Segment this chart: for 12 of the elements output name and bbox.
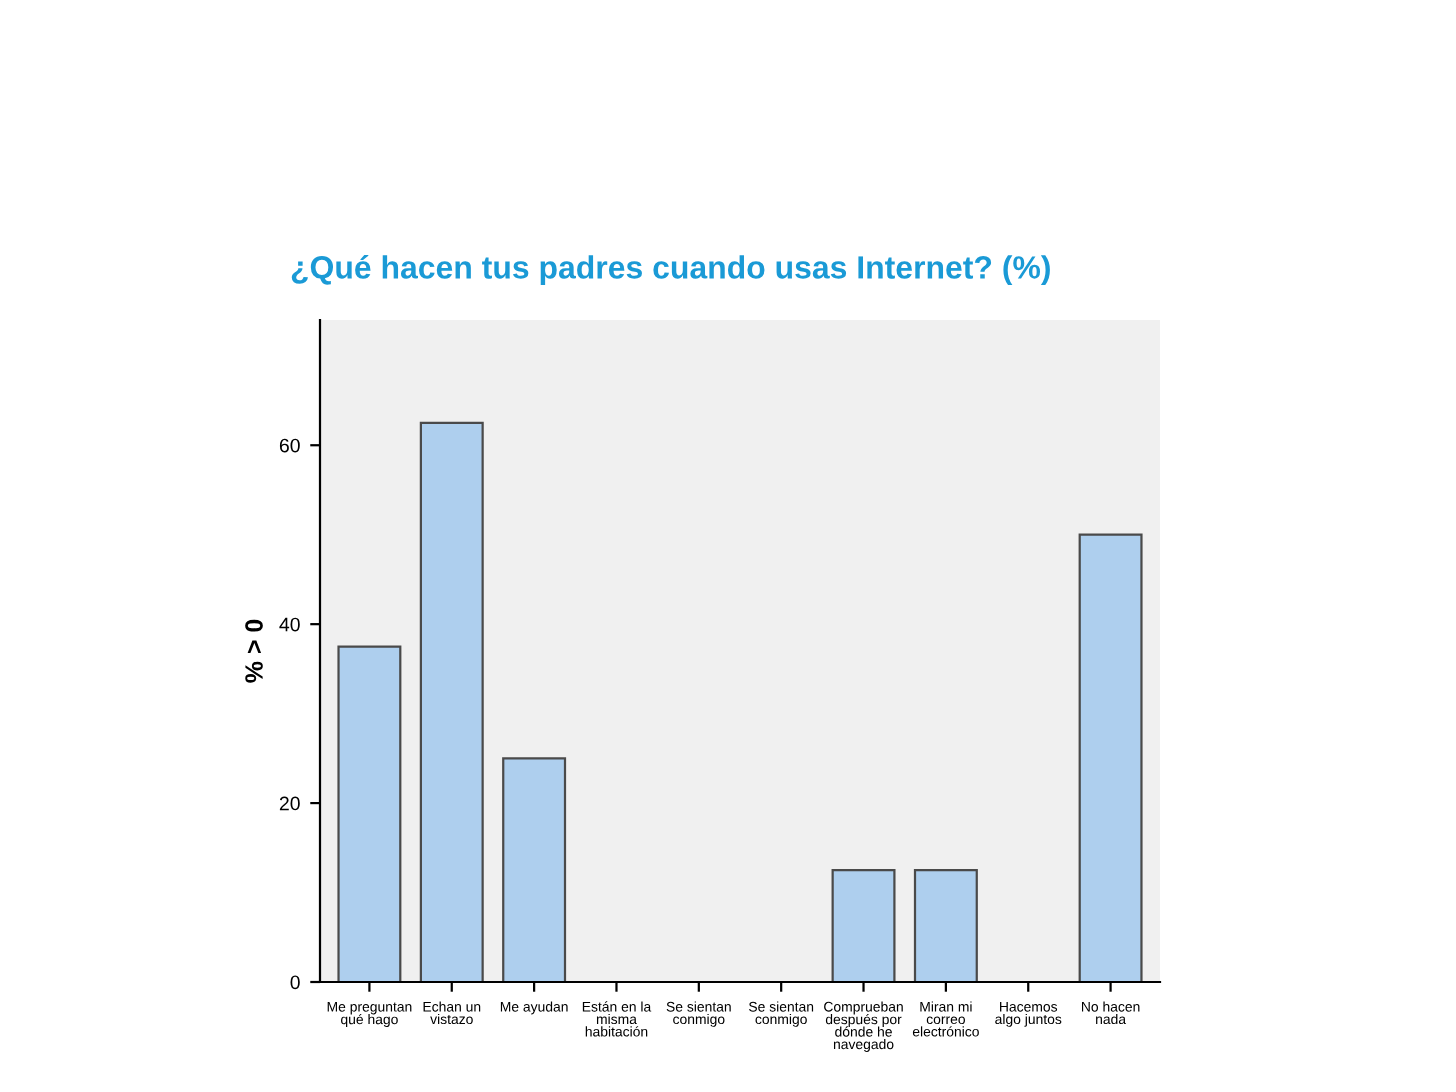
bar: [419, 421, 484, 982]
y-tick-label: 60: [279, 438, 300, 453]
bar: [1078, 533, 1143, 982]
bar: [831, 869, 896, 982]
y-tick-label: 40: [279, 617, 300, 632]
y-tick-label: 20: [279, 796, 300, 811]
chart-title: ¿Qué hacen tus padres cuando usas Internet? (%): [291, 254, 1050, 286]
bar: [337, 645, 402, 982]
y-axis-title: % > 0: [245, 619, 263, 683]
bar: [913, 869, 978, 982]
y-tick-label: 0: [290, 975, 300, 990]
bar: [502, 757, 567, 982]
